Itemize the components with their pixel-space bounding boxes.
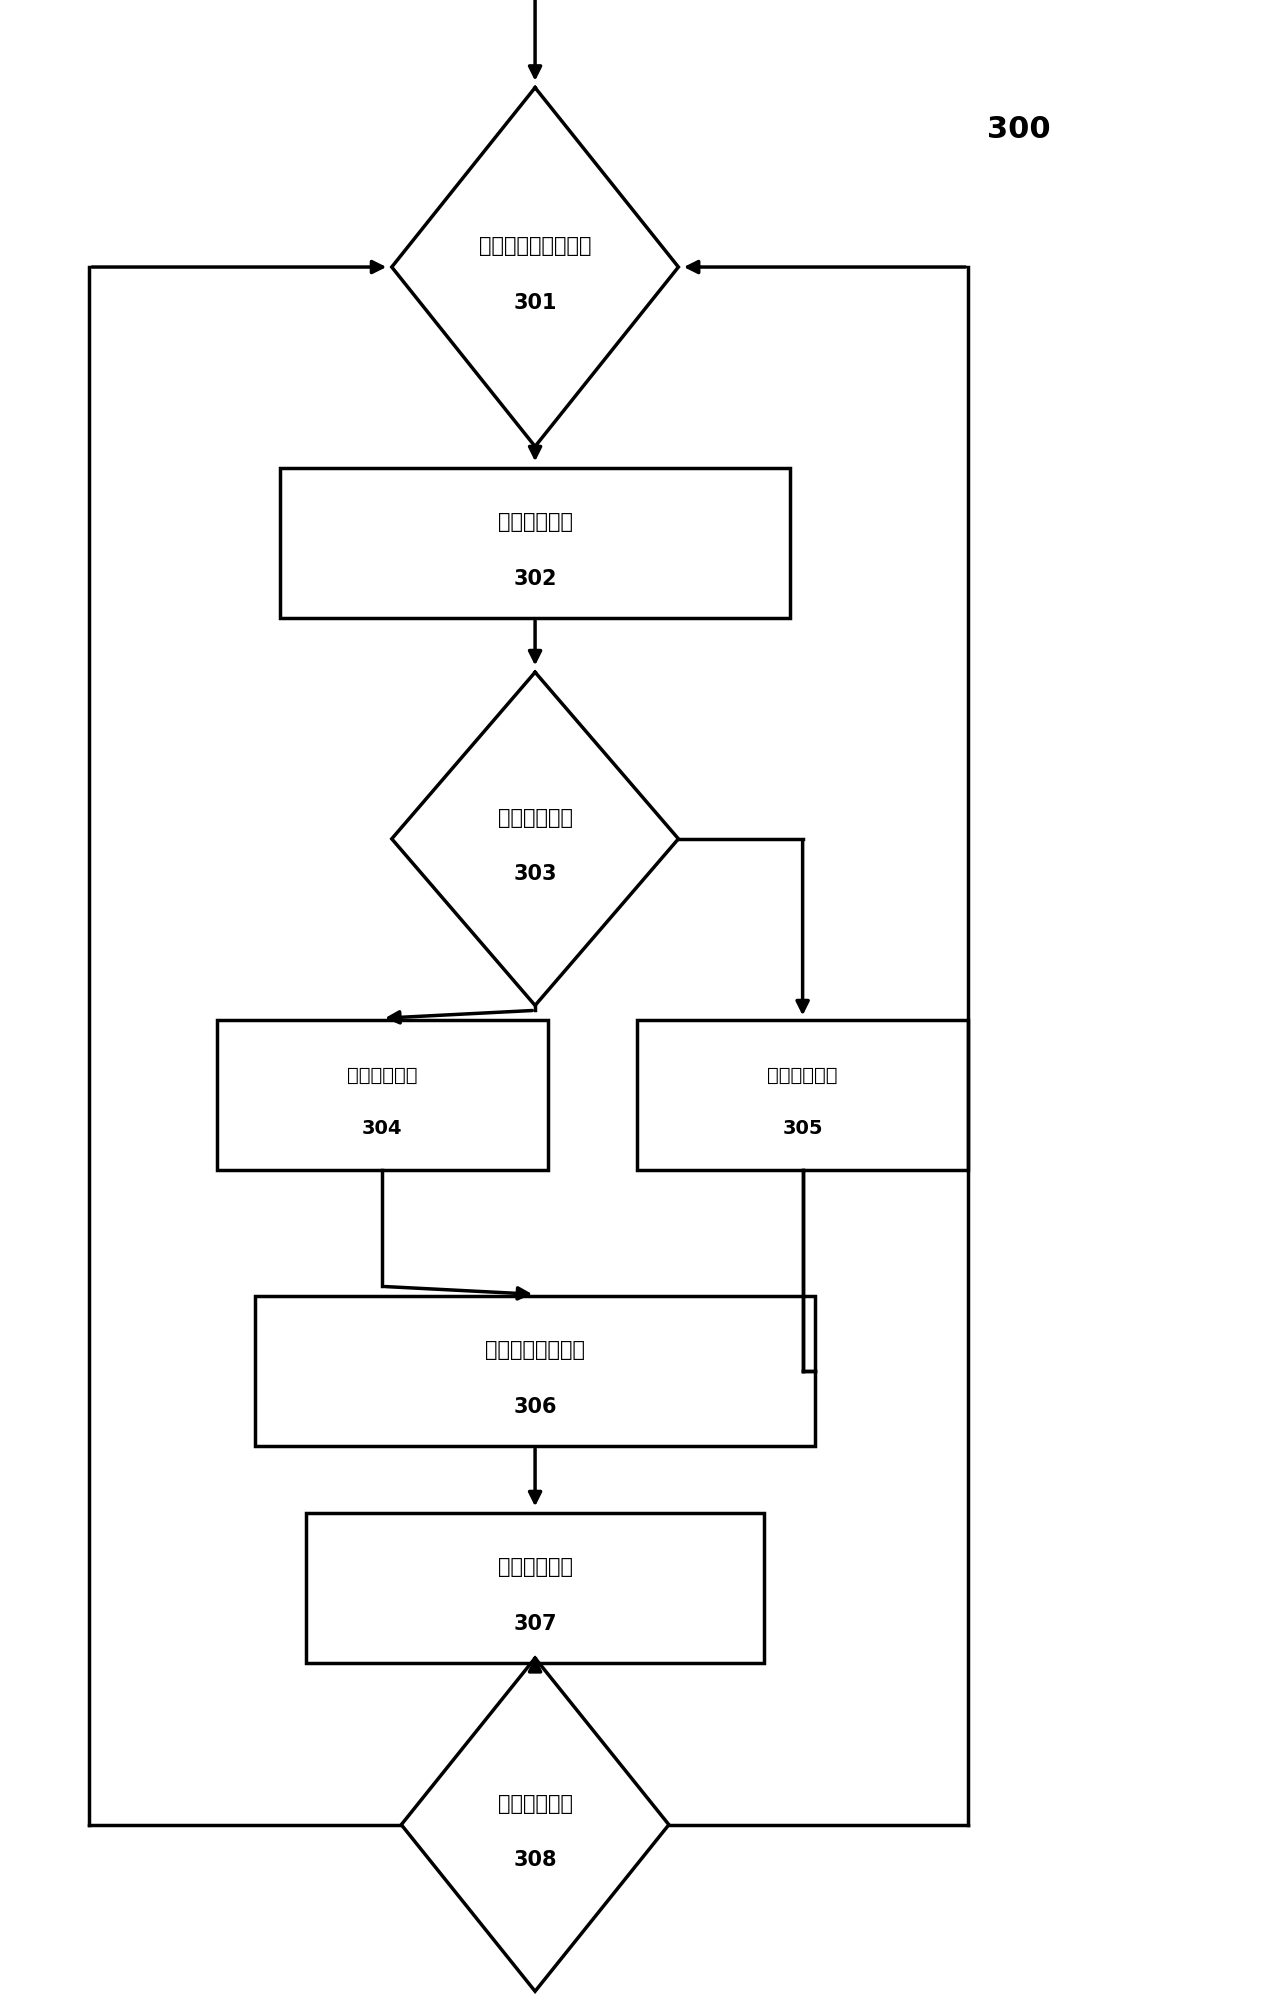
Text: 301: 301	[513, 292, 557, 312]
Text: 数据读取步骤: 数据读取步骤	[498, 513, 572, 533]
Text: 306: 306	[513, 1396, 557, 1416]
Polygon shape	[401, 1658, 669, 1992]
Text: 305: 305	[782, 1119, 823, 1137]
Bar	[280, 469, 790, 618]
Text: 数据地址对接收步骤: 数据地址对接收步骤	[479, 235, 591, 256]
Text: 结束判断步骤: 结束判断步骤	[498, 1795, 572, 1815]
Text: 300: 300	[987, 115, 1051, 143]
Text: 304: 304	[362, 1119, 403, 1137]
Text: 采样数据保存步骤: 采样数据保存步骤	[485, 1340, 585, 1360]
Polygon shape	[392, 89, 678, 447]
Text: 差値判断步骤: 差値判断步骤	[498, 809, 572, 829]
Text: 303: 303	[513, 865, 557, 885]
Text: 302: 302	[513, 569, 557, 590]
Bar	[637, 1020, 968, 1171]
Text: 第一绘图步骤: 第一绘图步骤	[347, 1066, 418, 1084]
Text: 地址计算步骤: 地址计算步骤	[498, 1557, 572, 1577]
Bar	[255, 1296, 815, 1447]
Polygon shape	[392, 672, 678, 1006]
Bar	[306, 1513, 764, 1664]
Text: 第二绘图步骤: 第二绘图步骤	[767, 1066, 838, 1084]
Text: 308: 308	[513, 1851, 557, 1871]
Text: 307: 307	[513, 1614, 557, 1634]
Bar	[217, 1020, 548, 1171]
